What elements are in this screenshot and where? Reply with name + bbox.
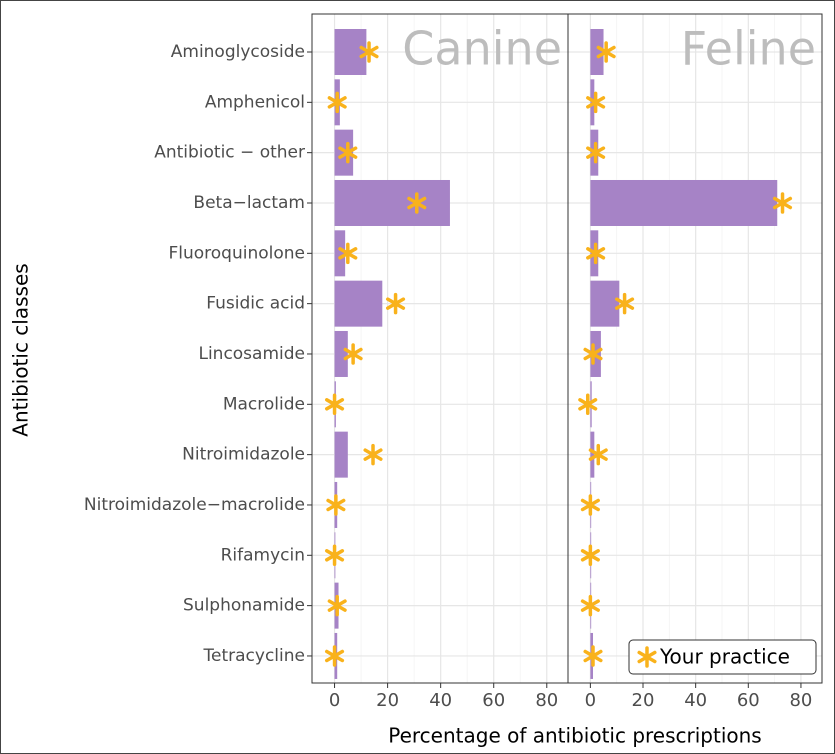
y-tick-label: Lincosamide: [198, 344, 305, 364]
practice-star: [343, 343, 363, 365]
x-tick-label: 0: [585, 690, 596, 711]
practice-star: [407, 192, 427, 214]
panel-border: [567, 13, 823, 684]
practice-star: [580, 594, 600, 617]
practice-star: [772, 192, 793, 214]
y-tick-label: Sulphonamide: [183, 596, 305, 616]
y-axis-title: Antibiotic classes: [9, 263, 33, 436]
practice-star: [586, 242, 606, 265]
practice-star: [327, 594, 347, 617]
y-tick-label: Nitroimidazole: [182, 445, 305, 465]
x-tick-label: 60: [482, 690, 505, 711]
practice-star: [580, 544, 600, 567]
y-tick-label: Rifamycin: [221, 545, 305, 565]
legend-box: [628, 639, 817, 675]
x-axis-title: Percentage of antibiotic prescriptions: [388, 724, 761, 748]
practice-star: [338, 141, 358, 164]
y-tick-label: Amphenicol: [205, 92, 305, 112]
bar: [590, 29, 604, 75]
x-tick-label: 0: [329, 690, 340, 711]
practice-star: [580, 494, 600, 516]
practice-star: [583, 645, 603, 667]
facet-title: Feline: [681, 22, 816, 76]
practice-star: [338, 242, 358, 265]
bar: [334, 431, 348, 478]
practice-star: [615, 292, 635, 315]
panel: [312, 14, 568, 683]
practice-star: [586, 141, 606, 164]
bar: [334, 179, 450, 226]
practice-star: [363, 443, 383, 466]
facet-title: Canine: [402, 22, 562, 76]
x-tick-label: 20: [376, 690, 399, 711]
x-tick-label: 80: [535, 690, 558, 711]
y-tick-label: Aminoglycoside: [171, 42, 305, 62]
bar: [334, 330, 348, 377]
legend-star: [637, 646, 657, 668]
practice-star: [583, 343, 603, 365]
practice-star: [325, 645, 345, 667]
bar: [590, 179, 778, 226]
practice-star: [325, 544, 345, 567]
practice-star: [586, 91, 606, 114]
x-tick-label: 20: [632, 690, 655, 711]
y-tick-label: Tetracycline: [203, 646, 305, 666]
panel: [568, 14, 822, 683]
practice-star: [596, 41, 616, 63]
y-tick-label: Antibiotic − other: [154, 143, 305, 163]
bar: [334, 129, 354, 176]
bar: [334, 230, 346, 277]
y-tick-label: Fluoroquinolone: [168, 243, 305, 263]
practice-star: [588, 443, 608, 466]
bar: [590, 280, 620, 327]
legend: Your practice: [628, 639, 817, 675]
practice-star: [327, 91, 347, 114]
practice-star: [578, 393, 598, 416]
practice-star: [326, 494, 346, 516]
x-tick-label: 80: [789, 690, 812, 711]
bar: [590, 431, 595, 478]
x-tick-label: 40: [684, 690, 707, 711]
y-tick-label: Nitroimidazole−macrolide: [84, 495, 305, 515]
y-tick-label: Beta−lactam: [193, 193, 305, 213]
y-tick-label: Fusidic acid: [206, 294, 305, 314]
practice-star: [359, 41, 379, 63]
bar: [334, 280, 383, 327]
practice-star: [325, 393, 345, 416]
x-tick-label: 40: [429, 690, 452, 711]
y-tick-label: Macrolide: [223, 394, 305, 414]
x-tick-label: 60: [737, 690, 760, 711]
legend-label: Your practice: [659, 645, 790, 669]
bar: [334, 29, 367, 75]
practice-star: [386, 292, 406, 315]
